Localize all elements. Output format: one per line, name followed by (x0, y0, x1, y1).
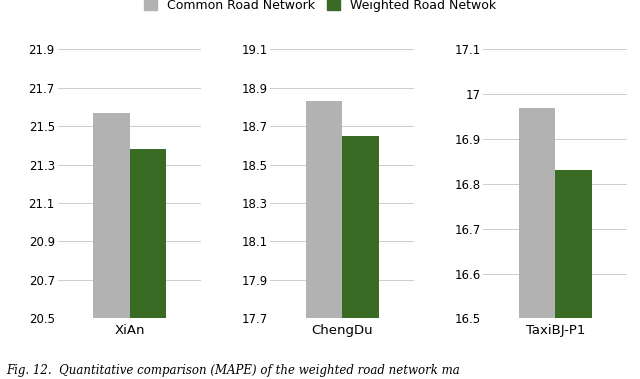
Bar (129, 149, 166, 318)
Bar (306, 101, 342, 318)
Legend: Common Road Network, Weighted Road Netwok: Common Road Network, Weighted Road Netwo… (144, 0, 496, 12)
Bar (342, 136, 379, 318)
Bar (556, 171, 592, 318)
Bar (518, 108, 556, 318)
Bar (93, 113, 129, 318)
Text: Fig. 12.  Quantitative comparison (MAPE) of the weighted road network ma: Fig. 12. Quantitative comparison (MAPE) … (6, 364, 460, 377)
